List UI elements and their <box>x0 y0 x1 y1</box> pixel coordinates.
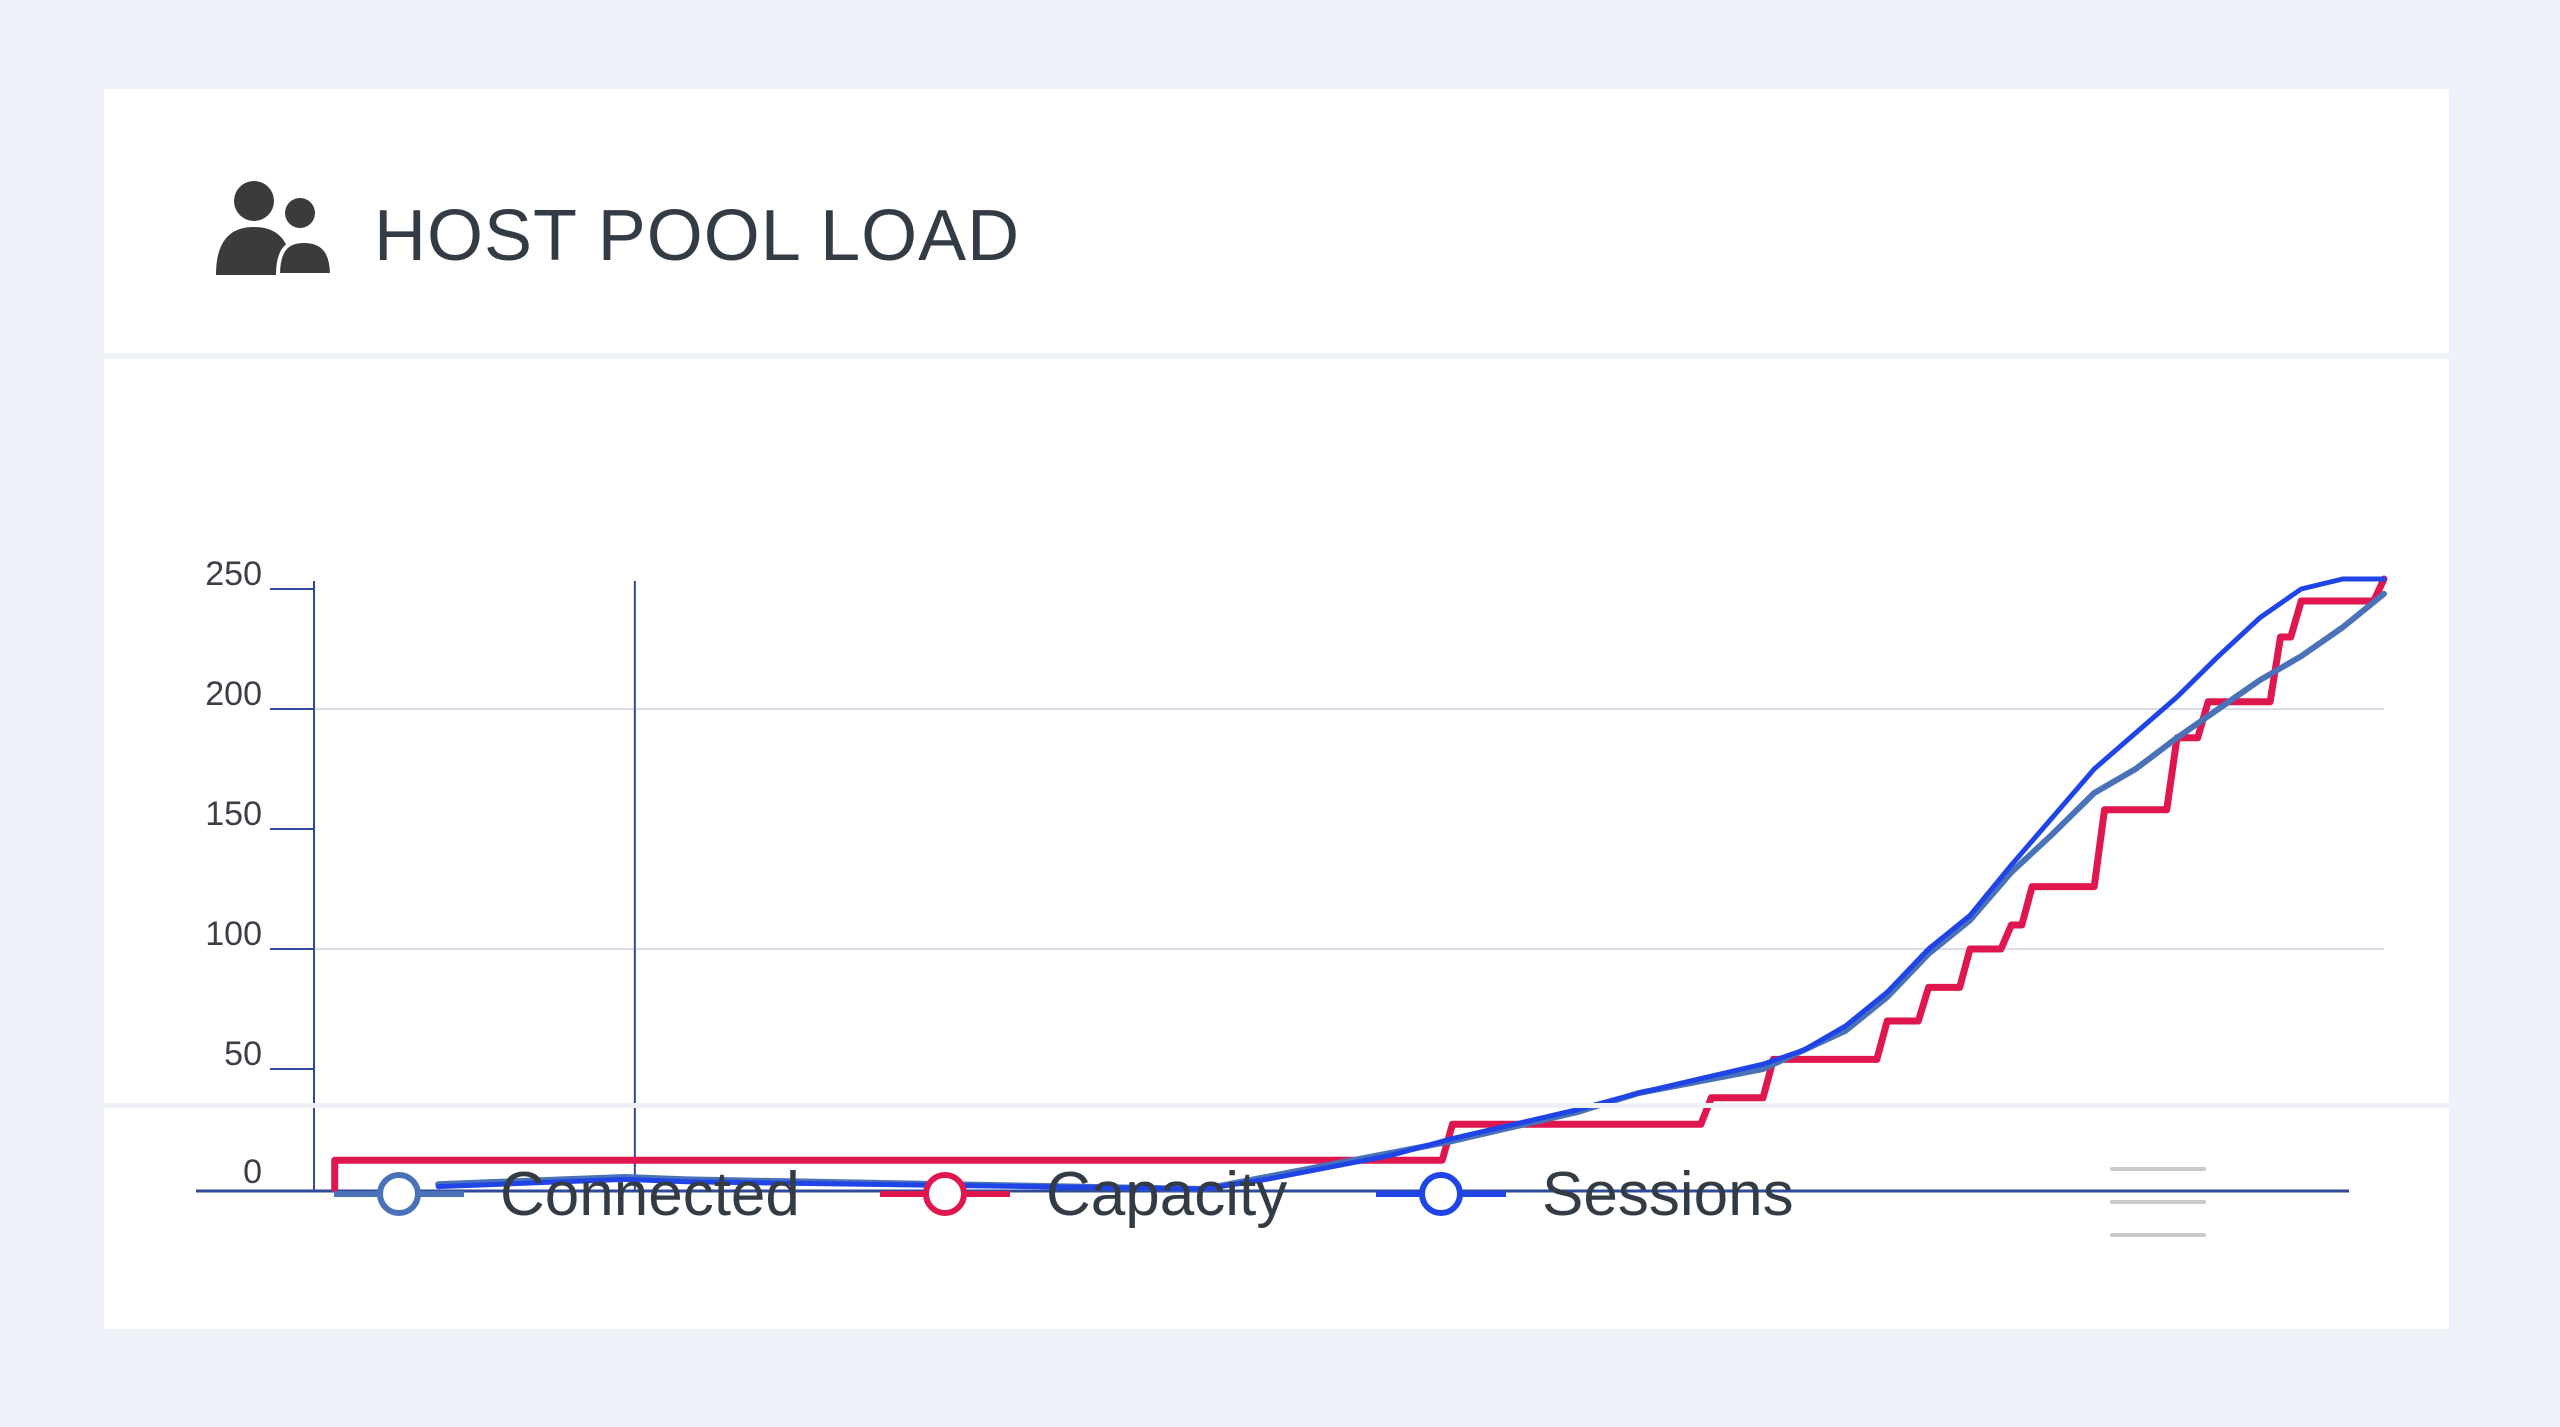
sessions-legend-icon <box>1376 1172 1506 1216</box>
legend-label-connected: Connected <box>500 1159 800 1229</box>
legend-divider <box>104 1103 2449 1108</box>
chart-legend: Connected Capacity Sessions <box>104 1119 2449 1269</box>
line-chart[interactable]: 0 50 100 150 200 250 <box>104 359 2449 1195</box>
y-tick-label-0: 0 <box>243 1153 262 1191</box>
users-icon <box>216 181 332 275</box>
y-tick-label-250: 250 <box>205 555 262 593</box>
y-tick-label-50: 50 <box>224 1035 262 1073</box>
sessions-series-line <box>435 576 2387 1192</box>
y-tick-label-200: 200 <box>205 675 262 713</box>
connected-legend-icon <box>334 1172 464 1216</box>
hamburger-menu-icon[interactable] <box>2110 1167 2206 1237</box>
legend-item-connected[interactable]: Connected <box>334 1119 800 1269</box>
capacity-series-line <box>331 575 2388 1193</box>
y-tick-label-100: 100 <box>205 915 262 953</box>
connected-series-line <box>435 590 2387 1192</box>
page-title: HOST POOL LOAD <box>374 196 1021 276</box>
legend-label-capacity: Capacity <box>1046 1159 1288 1229</box>
legend-item-capacity[interactable]: Capacity <box>880 1119 1287 1269</box>
y-tick-label-150: 150 <box>205 795 262 833</box>
card-header: HOST POOL LOAD <box>104 89 2449 359</box>
legend-label-sessions: Sessions <box>1542 1159 1794 1229</box>
chart-card: HOST POOL LOAD 0 50 100 150 200 250 Connected… <box>104 89 2449 1329</box>
legend-item-sessions[interactable]: Sessions <box>1376 1119 1794 1269</box>
capacity-legend-icon <box>880 1172 1010 1216</box>
